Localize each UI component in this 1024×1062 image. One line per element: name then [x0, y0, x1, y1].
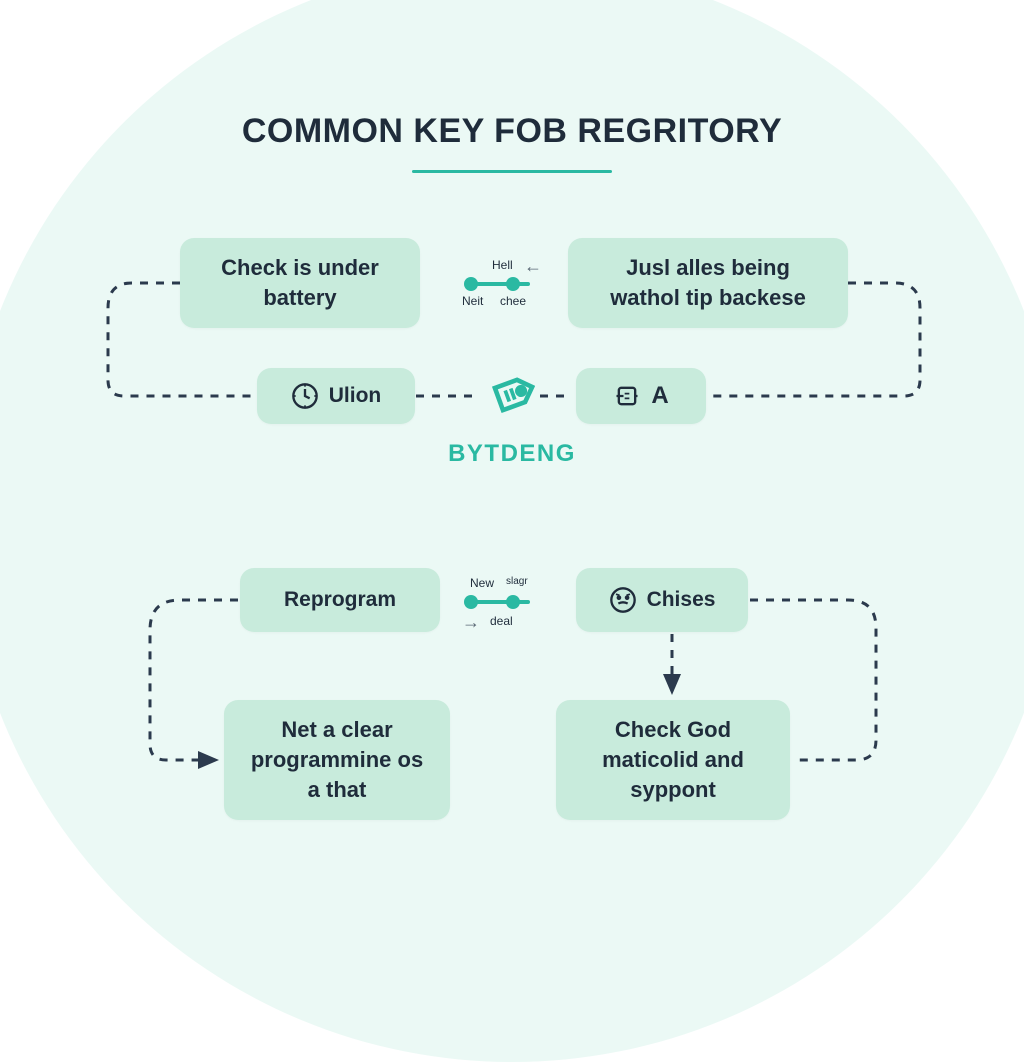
page-title: Common Key Fob Regritory — [0, 112, 1024, 151]
arrow-icon: → — [462, 612, 480, 633]
node-top-right: Jusl alles being wathol tip backese — [568, 238, 848, 328]
node-check-battery: Check is under battery — [180, 238, 420, 328]
node-ulion: Ulion — [257, 368, 415, 424]
slider-label: slagr — [506, 576, 528, 587]
slider-label: deal — [490, 614, 513, 628]
node-label: Jusl alles being wathol tip backese — [590, 253, 826, 312]
slider-dot — [464, 277, 478, 291]
box-a-icon — [613, 382, 641, 410]
tag-icon — [485, 370, 535, 425]
node-bot-right: Check God maticolid and syppont — [556, 700, 790, 820]
node-label: Chises — [647, 586, 716, 614]
slider-label: Neit — [462, 294, 483, 308]
connectors — [0, 0, 1024, 1024]
node-label: Net a clear programmine os a that — [246, 715, 428, 804]
slider-dot — [506, 277, 520, 291]
node-label: Ulion — [329, 382, 382, 410]
slider-label: New — [470, 576, 494, 590]
slider-label: Hell — [492, 258, 513, 272]
slider-label: chee — [500, 294, 526, 308]
node-reprogram: Reprogram — [240, 568, 440, 632]
arrow-icon: ← — [524, 256, 542, 277]
node-label: A — [651, 380, 668, 412]
slider-dot — [464, 595, 478, 609]
diagram-content: Common Key Fob Regritory Check is under … — [0, 0, 1024, 1024]
title-underline — [412, 170, 612, 173]
face-icon — [609, 586, 637, 614]
center-label: BYTDENG — [0, 440, 1024, 468]
node-label: Check is under battery — [202, 253, 398, 312]
clock-icon — [291, 382, 319, 410]
node-chises: Chises — [576, 568, 748, 632]
node-a: A — [576, 368, 706, 424]
node-label: Check God maticolid and syppont — [578, 715, 768, 804]
node-bot-left: Net a clear programmine os a that — [224, 700, 450, 820]
slider-dot — [506, 595, 520, 609]
node-label: Reprogram — [284, 586, 396, 614]
